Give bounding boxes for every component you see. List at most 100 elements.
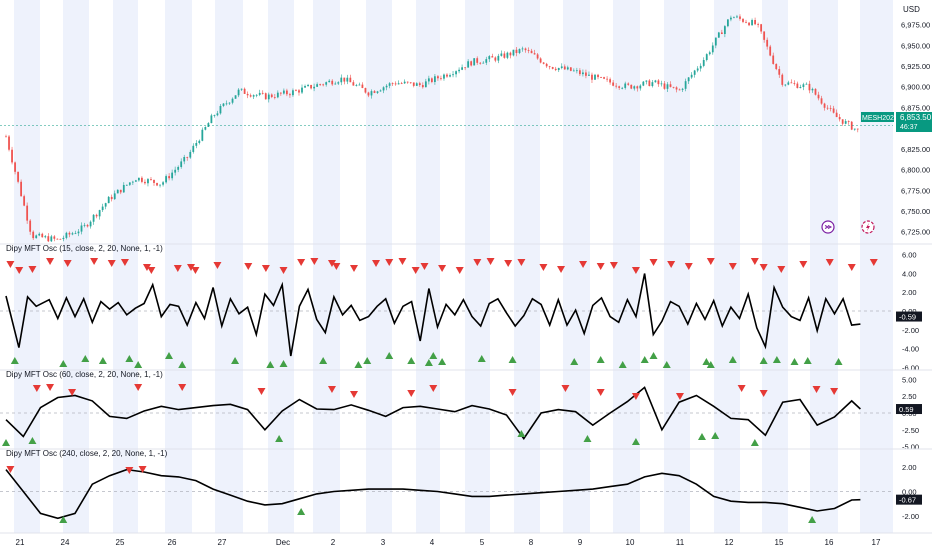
candle-body [17,171,19,182]
candle-body [340,77,343,83]
sell-marker [631,393,640,400]
candle-body [633,86,636,89]
price-axis[interactable]: USD 6,975.00 6,950.00 6,925.00 6,900.00 6,87… [901,5,930,237]
candle-body [512,49,515,56]
candle-body [730,17,732,20]
oscillator-pane-1[interactable]: Dipy MFT Osc (15, close, 2, 20, None, 1,… [0,243,932,372]
candle-body [654,80,657,83]
price-tick-label: 6,725.00 [901,228,930,237]
candle-body [26,205,29,221]
sell-marker [759,390,768,397]
oscillator-tick-label: -4.00 [902,345,919,354]
candle-body [403,81,406,84]
candle-body [204,126,207,130]
candle-body [186,156,189,158]
sell-marker [508,389,517,396]
lightning-icon[interactable] [861,220,875,234]
candle-body [406,81,409,83]
candle-body [270,94,273,98]
candle-body [745,21,747,23]
candle-body [373,91,376,93]
time-axis[interactable]: 21 24 25 26 27 Dec 2 3 4 5 8 9 10 11 12 15 16 17 [0,532,932,547]
candle-body [551,67,554,69]
price-pane[interactable] [0,14,893,243]
buy-marker [808,516,817,523]
candle-body [110,196,113,200]
oscillator-tick-label: 4.00 [902,269,917,278]
time-tick-label: 21 [16,538,25,547]
candle-body [424,81,427,88]
candle-body [276,92,279,98]
candle-body [539,58,542,63]
buy-marker [231,357,240,364]
candle-body [560,66,563,68]
candle-body [216,113,219,116]
sell-marker [244,263,253,270]
candle-body [808,83,811,91]
oscillator-tick-label: -2.00 [902,326,919,335]
candle-body [630,84,633,89]
candle-body [234,95,237,99]
oscillator-pane-3[interactable]: Dipy MFT Osc (240, close, 2, 20, None, 1… [0,448,932,523]
candle-body [470,61,473,66]
candle-body [621,87,624,89]
sell-marker [596,263,605,270]
candle-body [279,92,282,94]
sell-marker [438,265,447,272]
candle-body [273,97,276,98]
buy-marker [81,355,90,362]
oscillator-line [5,468,861,520]
candle-body [258,92,261,95]
sell-marker [750,258,759,265]
sell-marker [6,466,15,473]
price-tick-label: 6,925.00 [901,62,930,71]
candle-body [8,136,10,150]
candle-body [313,86,315,89]
candle-body [856,128,859,130]
candle-body [588,74,590,76]
sell-marker [728,263,737,270]
bar-countdown: 46:37 [900,124,918,131]
sell-marker [504,260,513,267]
candle-body [485,59,488,63]
candle-body [385,85,388,88]
candle-body [748,22,750,26]
buy-marker [319,357,328,364]
candle-body [566,67,569,70]
candle-body [437,76,439,79]
candle-body [89,221,92,227]
candle-body [446,74,448,77]
sell-marker [372,260,381,267]
candle-body [14,162,16,172]
candle-body [95,214,98,217]
candle-body [714,37,717,46]
oscillator-tick-label: -2.50 [902,426,919,435]
candle-body [455,71,457,75]
candle-body [104,203,107,207]
candle-body [141,177,143,182]
candle-body [364,88,367,93]
candle-body [751,19,753,26]
candle-body [101,206,104,211]
candle-body [853,128,856,130]
candle-body [826,107,829,109]
replay-icon[interactable] [821,220,835,234]
candle-body [222,103,225,106]
candle-body [113,193,116,200]
candle-body [50,236,53,242]
oscillator-tick-label: 0.00 [902,488,917,497]
session-band [810,0,838,533]
candle-body [316,84,319,87]
oscillator-pane-2[interactable]: Dipy MFT Osc (60, close, 2, 20, None, 1,… [0,369,932,452]
candle-body [769,46,772,56]
candle-body [675,87,678,90]
buy-marker [706,361,715,368]
candle-body [237,89,240,96]
candle-body [479,62,482,64]
candle-body [536,54,539,59]
sell-marker [411,267,420,274]
candle-body [159,184,161,186]
candle-body [545,63,548,67]
candle-body [642,81,645,86]
